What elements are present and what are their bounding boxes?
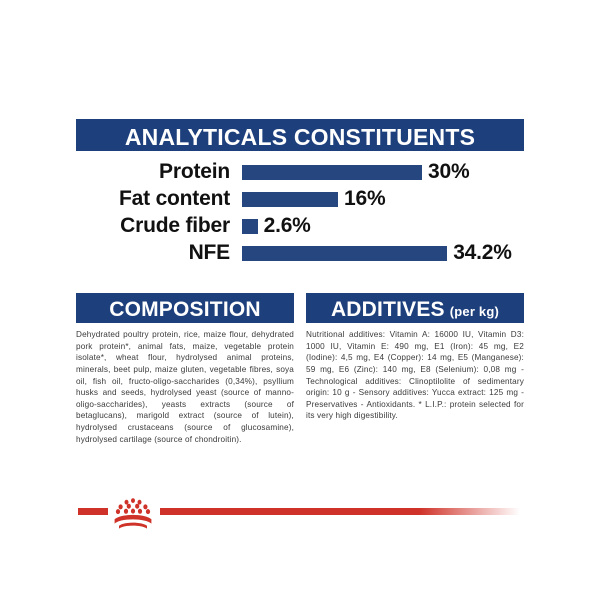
info-panels-row: COMPOSITION Dehydrated poultry protein, … <box>76 293 524 445</box>
bar-row: Protein 30% <box>76 159 524 185</box>
bar-fill <box>242 218 258 234</box>
analytical-constituents-title: ANALYTICALS CONSTITUENTS <box>76 119 524 151</box>
additives-panel: ADDITIVES (per kg) Nutritional additives… <box>306 293 524 445</box>
bar-fill <box>242 164 422 180</box>
rule-segment-left <box>78 508 108 515</box>
rule-segment-right <box>160 508 520 515</box>
bar-track: 30% <box>242 160 524 184</box>
bar-label: Protein <box>159 160 230 183</box>
analytical-bar-chart: Protein 30% Fat content 16% Crude fiber 2.6% N… <box>76 159 524 266</box>
bar-row: NFE 34.2% <box>76 240 524 266</box>
composition-title: COMPOSITION <box>76 293 294 323</box>
bar-row: Fat content 16% <box>76 186 524 212</box>
bar-track: 16% <box>242 187 524 211</box>
footer-brand-rule <box>0 494 600 534</box>
bar-value: 34.2% <box>453 241 512 264</box>
composition-panel: COMPOSITION Dehydrated poultry protein, … <box>76 293 294 445</box>
additives-title: ADDITIVES (per kg) <box>306 293 524 323</box>
bar-value: 30% <box>428 160 470 183</box>
bar-fill <box>242 245 448 261</box>
bar-track: 34.2% <box>242 241 524 265</box>
bar-track: 2.6% <box>242 214 524 238</box>
composition-body-text: Dehydrated poultry protein, rice, maize … <box>76 330 294 444</box>
bar-value: 2.6% <box>263 214 311 237</box>
bar-value: 16% <box>344 187 386 210</box>
royal-canin-crown-icon <box>110 494 156 530</box>
bar-label: NFE <box>188 241 231 264</box>
additives-title-text: ADDITIVES <box>330 298 445 321</box>
bar-label: Fat content <box>119 187 230 210</box>
composition-title-text: COMPOSITION <box>109 298 261 321</box>
additives-body-text: Nutritional additives: Vitamin A: 16000 … <box>306 330 524 421</box>
bar-fill <box>242 191 338 207</box>
bar-label: Crude fiber <box>120 214 230 237</box>
bar-row: Crude fiber 2.6% <box>76 213 524 239</box>
analytical-constituents-section: ANALYTICALS CONSTITUENTS Protein 30% Fat c… <box>76 119 524 267</box>
additives-title-unit: (per kg) <box>449 304 500 319</box>
